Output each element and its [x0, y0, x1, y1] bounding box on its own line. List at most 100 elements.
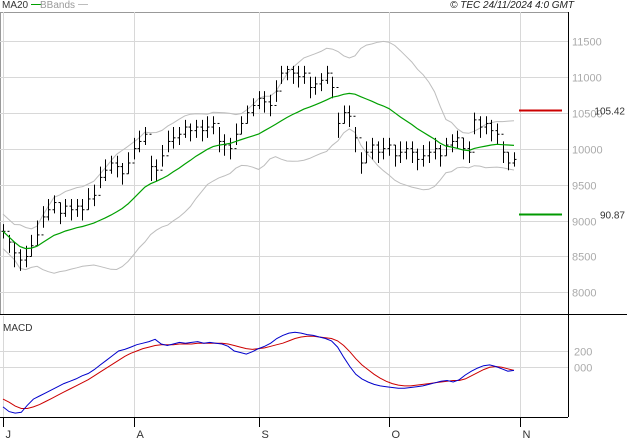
- ohlc-bar: [478, 116, 483, 138]
- price-tick-label: 9000: [572, 217, 596, 229]
- ohlc-bar: [7, 230, 12, 253]
- month-label: J: [6, 429, 12, 440]
- ohlc-bar: [410, 141, 415, 163]
- price-panel-frame: [0, 12, 569, 315]
- ohlc-bar: [103, 159, 108, 181]
- ohlc-bar: [35, 220, 40, 247]
- legend-bbands: BBands: [40, 0, 88, 12]
- bband-lower-line: [2, 128, 515, 274]
- ohlc-bar: [330, 72, 335, 99]
- ohlc-bar: [455, 130, 460, 149]
- legend-ma20-label: MA20: [2, 0, 29, 11]
- ohlc-bar: [274, 80, 279, 106]
- ohlc-bar: [381, 137, 386, 160]
- macd-panel-title: MACD: [3, 323, 32, 334]
- price-tick-label: 9500: [572, 181, 596, 193]
- support-level-label: 90.87: [600, 211, 625, 222]
- ohlc-bar: [98, 166, 103, 196]
- ohlc-bar: [52, 195, 57, 214]
- ohlc-bar: [512, 152, 517, 167]
- ohlc-bar: [336, 87, 341, 138]
- ohlc-bar: [41, 206, 46, 236]
- copyright-text: © TEC 24/11/2024 4:0 GMT: [450, 0, 574, 11]
- legend-bbands-label: BBands: [40, 0, 76, 11]
- ohlc-bar: [308, 72, 313, 99]
- ohlc-bar: [421, 145, 426, 167]
- ohlc-bar: [376, 141, 381, 163]
- ohlc-bar: [313, 76, 318, 95]
- ohlc-bar: [501, 133, 506, 163]
- ohlc-bar: [115, 155, 120, 178]
- ohlc-bar: [222, 134, 227, 156]
- ohlc-bar: [63, 198, 68, 217]
- ohlc-bar: [239, 116, 244, 135]
- ohlc-bar: [484, 116, 489, 135]
- ohlc-bar: [12, 241, 17, 268]
- ohlc-bar: [177, 127, 182, 146]
- ohlc-bar: [302, 65, 307, 84]
- ohlc-bar: [24, 245, 29, 268]
- legend-ma20: MA20: [2, 0, 41, 12]
- ohlc-bar: [347, 105, 352, 128]
- ohlc-bar: [109, 155, 114, 174]
- ohlc-bar: [217, 122, 222, 153]
- ohlc-bar: [285, 65, 290, 81]
- price-tick-label: 11500: [572, 37, 602, 49]
- ohlc-bar: [194, 119, 199, 138]
- ohlc-bar: [143, 127, 148, 146]
- ohlc-bar: [29, 234, 34, 257]
- ohlc-bar: [495, 123, 500, 146]
- ohlc-bar: [393, 144, 398, 167]
- legend-ma20-swatch: [30, 4, 41, 6]
- ohlc-bar: [450, 134, 455, 153]
- ohlc-bar: [86, 188, 91, 211]
- ohlc-bar: [245, 105, 250, 124]
- ohlc-bar: [279, 65, 284, 92]
- ohlc-bar: [58, 202, 63, 225]
- ohlc-bar: [69, 198, 74, 221]
- ohlc-bar: [132, 137, 137, 164]
- ohlc-bar: [75, 198, 80, 217]
- ohlc-bar: [472, 112, 477, 153]
- ohlc-bar: [404, 141, 409, 160]
- ohlc-bar: [211, 116, 216, 135]
- ohlc-bar: [18, 249, 23, 271]
- ohlc-bar: [183, 119, 188, 138]
- ohlc-bar: [126, 152, 131, 175]
- ohlc-bar: [415, 148, 420, 171]
- price-tick-label: 10000: [572, 145, 603, 157]
- ohlc-bar: [228, 137, 233, 160]
- price-tick-label: 8000: [572, 288, 596, 300]
- ohlc-bar: [438, 145, 443, 167]
- ma20-line: [2, 92, 515, 250]
- ohlc-bar: [291, 65, 296, 84]
- ohlc-bar: [92, 184, 97, 207]
- ohlc-bar: [387, 137, 392, 156]
- ohlc-bar: [149, 133, 154, 181]
- price-tick-label: 8500: [572, 252, 596, 264]
- ohlc-bar: [506, 151, 511, 171]
- ohlc-bar: [319, 73, 324, 92]
- resistance-level-label: 105.42: [594, 107, 625, 118]
- ohlc-bar: [342, 105, 347, 124]
- ohlc-bar: [257, 91, 262, 110]
- ohlc-bar: [46, 198, 51, 221]
- ohlc-bar: [154, 159, 159, 181]
- ohlc-bar: [489, 119, 494, 142]
- ohlc-bar: [205, 116, 210, 138]
- ohlc-bar: [461, 137, 466, 160]
- bband-upper-line: [2, 40, 515, 230]
- ohlc-bar: [325, 65, 330, 84]
- month-label: O: [392, 429, 401, 440]
- ohlc-bar: [467, 141, 472, 163]
- ohlc-bar: [137, 130, 142, 153]
- legend-bbands-swatch: [77, 4, 88, 6]
- ohlc-bar: [160, 145, 165, 171]
- price-tick-label: 10500: [572, 109, 603, 121]
- ohlc-bar: [80, 198, 85, 221]
- ohlc-bar: [296, 65, 301, 88]
- ohlc-bar: [359, 137, 364, 174]
- ohlc-bar: [433, 137, 438, 160]
